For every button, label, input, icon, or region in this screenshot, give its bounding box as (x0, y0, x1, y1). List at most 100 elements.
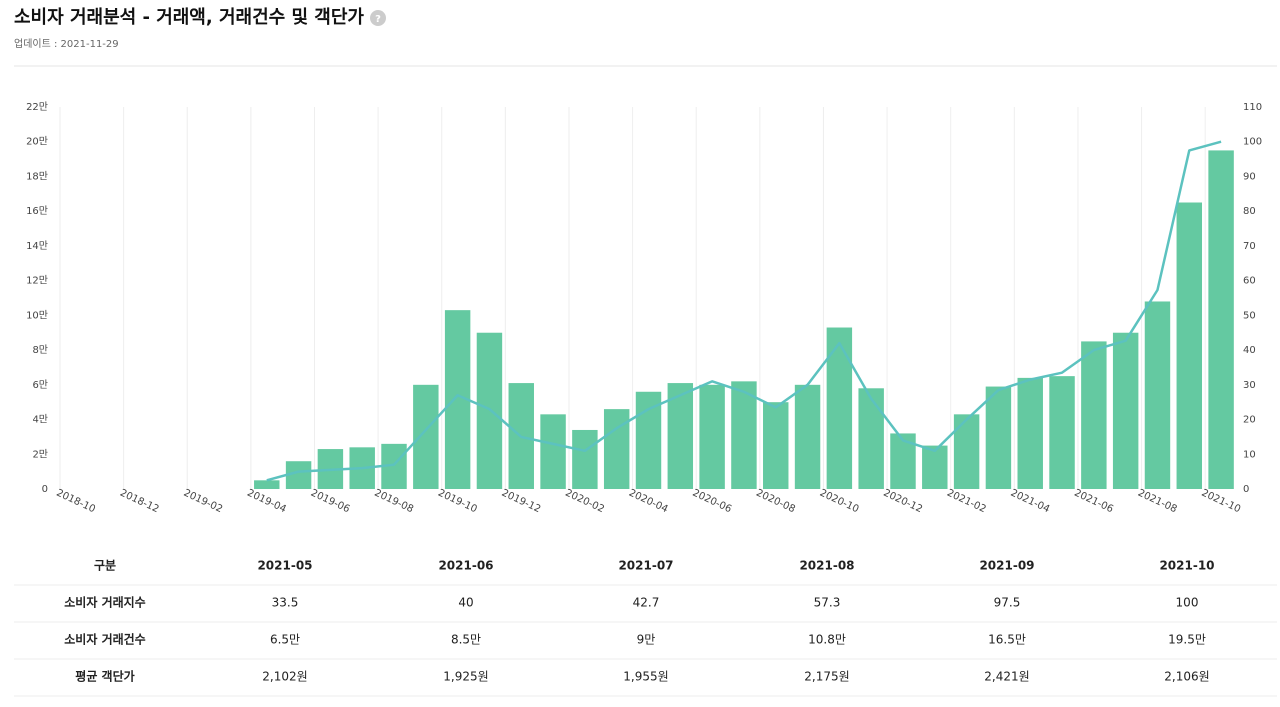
bar (890, 433, 916, 489)
bar (1049, 376, 1075, 489)
x-tick-label: 2021-08 (1136, 488, 1179, 516)
bar (572, 429, 598, 489)
bar (953, 414, 980, 489)
x-tick-label: 2021-04 (1009, 488, 1052, 516)
x-tick-label: 2019-12 (500, 488, 543, 516)
bar (763, 402, 789, 489)
bar (1112, 332, 1139, 489)
table-cell: 8.5만 (451, 633, 481, 647)
table-cell: 10.8만 (808, 633, 846, 647)
table-cell: 33.5 (272, 596, 299, 610)
x-tick-label: 2021-02 (945, 488, 988, 516)
bar (699, 384, 725, 489)
bar (1017, 377, 1043, 489)
row-label: 소비자 거래건수 (64, 632, 145, 647)
table-cell: 2,102원 (262, 670, 307, 684)
bar (603, 409, 630, 489)
table-cell: 2,106원 (1164, 670, 1209, 684)
x-tick-label: 2019-04 (245, 488, 288, 516)
table-cell: 2,421원 (984, 670, 1029, 684)
bar (922, 445, 948, 489)
bar (826, 327, 853, 489)
y-tick-label: 20만 (26, 136, 48, 148)
y2-tick-label: 30 (1243, 380, 1256, 391)
x-tick-label: 2020-04 (627, 488, 670, 516)
y-tick-label: 16만 (26, 205, 48, 217)
y2-tick-label: 110 (1243, 102, 1262, 113)
bar (1081, 341, 1107, 489)
help-mark[interactable]: ? (375, 14, 381, 25)
y-tick-label: 6만 (32, 379, 48, 391)
x-tick-label: 2021-06 (1072, 488, 1115, 516)
help-icon[interactable] (370, 10, 386, 26)
table-cell: 1,925원 (443, 670, 488, 684)
x-tick-label: 2020-12 (882, 488, 925, 516)
y2-tick-label: 0 (1243, 484, 1249, 495)
x-tick-label: 2019-10 (436, 488, 479, 516)
y-tick-label: 8만 (32, 344, 48, 356)
row-label: 소비자 거래지수 (64, 595, 145, 610)
x-tick-label: 2020-06 (691, 488, 734, 516)
x-tick-label: 2019-06 (309, 488, 352, 516)
y2-tick-label: 80 (1243, 206, 1256, 217)
y-tick-label: 0 (42, 484, 48, 495)
table-header: 2021-09 (979, 559, 1034, 573)
y-tick-label: 2만 (32, 448, 48, 460)
bar (794, 384, 821, 489)
table-header: 2021-07 (618, 559, 673, 573)
bar (476, 332, 503, 489)
bar (858, 388, 884, 489)
y2-tick-label: 90 (1243, 171, 1256, 182)
line (266, 140, 1222, 482)
table-cell: 1,955원 (623, 670, 668, 684)
bar (1176, 202, 1203, 489)
x-tick-label: 2020-02 (563, 488, 606, 516)
x-tick-label: 2018-10 (54, 488, 97, 516)
bar (731, 381, 757, 489)
y2-tick-label: 60 (1243, 276, 1256, 287)
y-tick-label: 10만 (26, 309, 48, 321)
table-cell: 40 (458, 596, 473, 610)
y-tick-label: 14만 (26, 240, 48, 252)
y2-tick-label: 100 (1243, 137, 1262, 148)
title: 소비자 거래분석 - 거래액, 거래건수 및 객단가 (14, 7, 364, 28)
x-tick-label: 2019-08 (373, 488, 416, 516)
table-header: 2021-06 (438, 559, 493, 573)
bar (254, 480, 280, 489)
bar (667, 383, 694, 489)
bar (1208, 150, 1234, 489)
table-cell: 97.5 (994, 596, 1021, 610)
y-tick-label: 12만 (26, 275, 48, 287)
x-tick-label: 2020-10 (818, 488, 861, 516)
bar (413, 384, 439, 489)
table-cell: 100 (1176, 596, 1199, 610)
y-tick-label: 4만 (32, 414, 48, 426)
table-header: 구분 (94, 559, 116, 573)
x-tick-label: 2018-12 (118, 488, 161, 516)
table-cell: 2,175원 (804, 670, 849, 684)
y-tick-label: 22만 (26, 101, 48, 113)
y-tick-label: 18만 (26, 170, 48, 182)
table-cell: 16.5만 (988, 633, 1026, 647)
table-header: 2021-05 (257, 559, 312, 573)
row-label: 평균 객단가 (75, 669, 134, 684)
y2-tick-label: 10 (1243, 449, 1256, 460)
y2-tick-label: 20 (1243, 415, 1256, 426)
updated: 업데이트 : 2021-11-29 (14, 37, 119, 50)
x-tick-label: 2021-10 (1200, 488, 1243, 516)
y2-tick-label: 70 (1243, 241, 1256, 252)
x-tick-label: 2020-08 (754, 488, 797, 516)
table-cell: 6.5만 (270, 633, 300, 647)
bar (985, 386, 1012, 489)
y2-tick-label: 50 (1243, 310, 1256, 321)
x-tick-label: 2019-02 (182, 488, 225, 516)
table-cell: 57.3 (814, 596, 841, 610)
table-cell: 42.7 (633, 596, 660, 610)
bar (1144, 301, 1171, 489)
table-header: 2021-08 (799, 559, 854, 573)
bar (540, 414, 566, 489)
table-cell: 9만 (637, 633, 656, 647)
y2-tick-label: 40 (1243, 345, 1256, 356)
table-cell: 19.5만 (1168, 633, 1206, 647)
